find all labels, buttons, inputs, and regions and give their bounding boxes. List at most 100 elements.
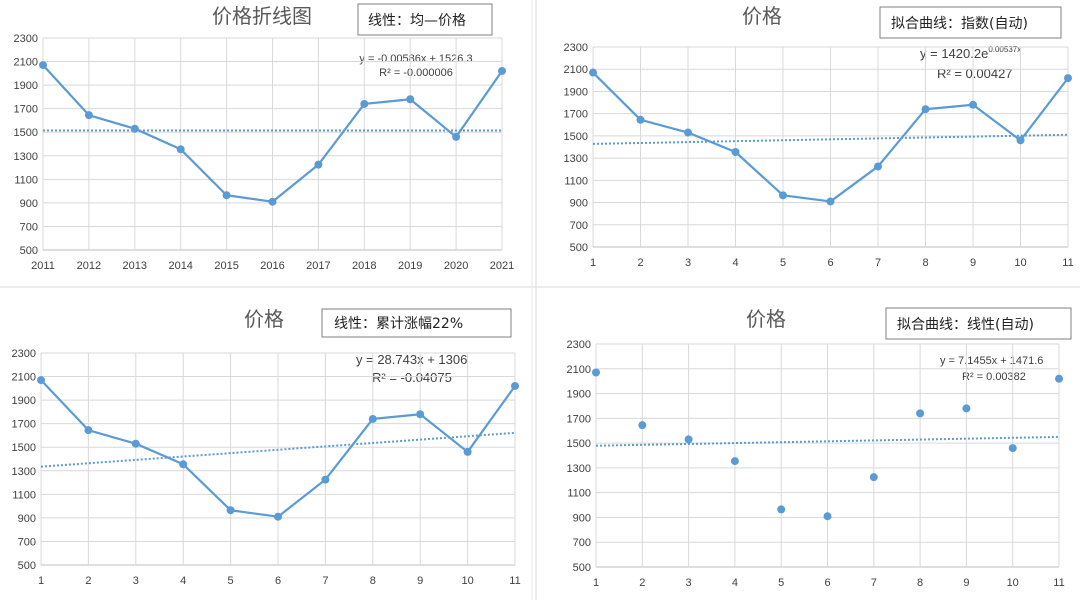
x-tick-label: 5 [778,577,784,589]
data-point [638,421,647,430]
data-point [176,145,185,154]
data-point [592,368,600,377]
data-point [1008,444,1017,453]
y-tick-label: 700 [18,536,36,548]
data-point [222,191,231,200]
y-tick-label: 1100 [567,488,591,500]
data-point [684,435,693,444]
data-point [779,191,787,200]
y-tick-label: 900 [20,198,38,210]
chart-2-note-box [879,6,1062,39]
y-tick-label: 1700 [567,413,591,425]
data-point [777,505,786,514]
y-tick-label: 1100 [12,489,36,501]
y-tick-label: 2300 [567,339,591,351]
data-point [314,160,323,169]
y-tick-label: 1900 [12,395,36,407]
data-point [130,124,139,133]
y-tick-label: 1300 [12,466,36,478]
x-tick-label: 7 [322,575,328,587]
y-tick-label: 1700 [12,419,36,431]
x-tick-label: 2014 [168,260,192,272]
y-tick-label: 1900 [14,80,38,92]
x-tick-label: 2012 [77,260,101,272]
x-tick-label: 11 [1062,257,1073,269]
x-tick-label: 3 [686,577,692,589]
x-tick-label: 2011 [31,260,55,272]
data-point [684,128,692,137]
data-point [874,162,882,171]
x-tick-label: 2017 [306,260,330,272]
data-point [511,381,519,390]
y-tick-label: 1300 [14,151,38,163]
x-tick-label: 2 [639,577,645,589]
chart-4-r2: R² = 0.00382 [962,371,1026,383]
y-tick-label: 900 [573,512,591,524]
chart-3-note-box [321,308,512,338]
x-tick-label: 2 [85,575,91,587]
x-tick-label: 1 [590,257,596,269]
x-tick-label: 3 [685,257,691,269]
y-tick-label: 1500 [567,438,591,450]
y-tick-label: 700 [20,221,38,233]
x-tick-label: 9 [417,575,423,587]
y-tick-label: 2100 [564,64,588,76]
y-tick-label: 500 [573,562,591,574]
data-point [416,410,425,419]
y-tick-label: 1100 [564,175,588,187]
x-tick-label: 6 [827,257,833,269]
chart-2-plot: 500 700 900 1100 1300 1500 1700 1900 2100 2300 1 2 3… [564,42,1074,269]
trendline [595,435,1060,447]
x-tick-label: 2020 [444,260,468,272]
y-tick-label: 2300 [564,42,588,54]
x-tick-label: 2 [637,257,643,269]
x-tick-label: 2013 [123,260,147,272]
x-tick-label: 2015 [214,260,238,272]
data-point [921,105,930,114]
chart-1-r2: R² = -0.000006 [379,67,453,79]
chart-3-equation: y = 28.743x + 1306 [356,352,467,367]
x-tick-label: 4 [180,575,186,587]
chart-1-title: 价格折线图 [212,4,312,28]
y-tick-label: 1500 [12,442,36,454]
y-tick-label: 500 [570,242,588,254]
x-tick-label: 9 [970,257,976,269]
x-tick-label: 1 [38,575,44,587]
data-point [826,197,835,206]
chart-1-note: 线性：均—价格 [368,13,466,29]
data-point [39,61,47,70]
data-point [869,473,878,482]
x-tick-label: 5 [780,257,786,269]
y-tick-label: 1300 [564,153,588,165]
chart-4-equation: y = 7.1455x + 1471.6 [940,355,1043,367]
x-tick-label: 8 [370,575,376,587]
chart-2-equation: y = 1420.2e0.00537x [920,45,1021,61]
chart-4-title: 价格 [746,307,786,331]
chart-3-r2: R² = -0.04075 [372,370,452,385]
y-tick-label: 2100 [567,364,591,376]
y-tick-label: 1500 [14,127,38,139]
y-tick-label: 2100 [14,57,38,69]
data-point [962,404,971,413]
x-tick-label: 1 [593,577,599,589]
chart-1: 价格折线图 线性：均—价格 y = -0.00586x + 1526.3 R² … [212,3,493,79]
chart-2-note: 拟合曲线：指数(自动) [891,16,1028,32]
data-point [406,95,415,104]
y-tick-label: 2100 [12,372,36,384]
y-tick-label: 500 [20,245,38,257]
y-tick-label: 500 [18,560,36,572]
data-point [916,409,925,418]
y-tick-label: 1100 [14,174,38,186]
x-tick-label: 4 [732,257,738,269]
data-point [1016,136,1025,145]
y-tick-label: 1700 [564,109,588,121]
y-tick-label: 1900 [567,389,591,401]
y-tick-label: 1500 [564,131,588,143]
y-tick-label: 2300 [12,348,36,360]
chart-3-title: 价格 [244,307,284,331]
data-point [730,457,739,466]
x-tick-label: 11 [1053,577,1064,589]
data-point [731,148,740,156]
data-point [84,111,93,120]
